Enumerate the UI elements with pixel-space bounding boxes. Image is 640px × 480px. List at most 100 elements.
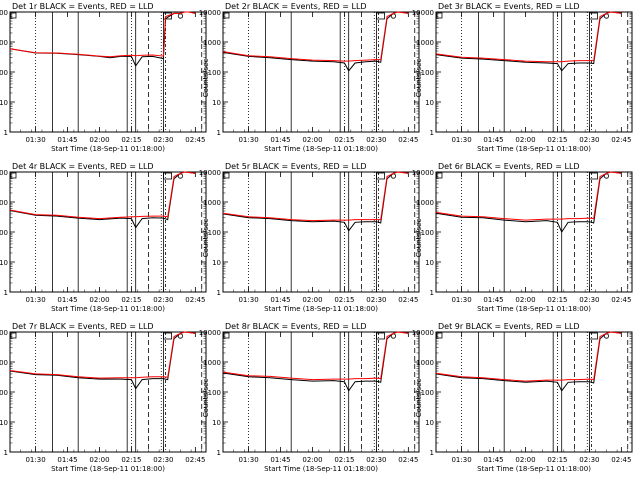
x-axis-label: Start Time (18-Sep-11 01:18:00) [477,465,591,473]
x-tick-label: 02:15 [121,296,141,304]
y-tick-label: 100 [208,69,221,77]
panel-det-7r: Det 7r BLACK = Events, RED = LLD 1 10 100 10… [0,322,207,473]
x-tick-label: 01:45 [270,456,290,464]
x-tick-label: 01:45 [483,136,503,144]
x-tick-label: 02:30 [153,136,173,144]
x-tick-label: 01:45 [57,136,77,144]
y-tick-label: 10000 [199,169,221,177]
top-marker-box [589,332,598,340]
y-tick-label: 10 [425,99,434,107]
y-tick-label: 10 [0,99,8,107]
x-tick-label: 02:30 [579,136,599,144]
panel-title: Det 8r BLACK = Events, RED = LLD [225,322,367,331]
x-axis-label: Start Time (18-Sep-11 01:18:00) [51,465,165,473]
y-tick-label: 10 [425,259,434,267]
top-marker-box [163,172,172,180]
x-tick-label: 02:00 [515,136,535,144]
plot-frame [9,11,207,133]
y-tick-label: 1000 [0,39,8,47]
x-tick-label: 02:45 [185,136,205,144]
corner-marker [10,172,17,179]
series-lld-line [222,331,409,381]
x-tick-label: 01:45 [270,136,290,144]
series-events-line [9,11,196,67]
panel-det-2r: Det 2r BLACK = Events, RED = LLD 1 10 100 10… [199,2,420,153]
top-marker-box [376,332,385,340]
panel-title: Det 2r BLACK = Events, RED = LLD [225,2,367,11]
x-tick-label: 01:30 [25,456,45,464]
x-tick-label: 02:30 [579,296,599,304]
series-events-line [222,171,409,232]
corner-marker [436,12,443,19]
x-tick-label: 02:00 [515,456,535,464]
y-tick-label: 10000 [0,9,8,17]
x-tick-label: 02:15 [547,456,567,464]
x-tick-label: 02:30 [579,456,599,464]
series-events-line [9,331,196,390]
panel-det-6r: Det 6r BLACK = Events, RED = LLD 1 10 100 10… [412,162,633,313]
x-tick-label: 02:15 [121,456,141,464]
y-tick-label: 10000 [412,329,434,337]
x-tick-label: 02:30 [366,136,386,144]
x-tick-label: 02:45 [398,296,418,304]
x-tick-label: 01:45 [57,456,77,464]
x-tick-label: 02:15 [547,136,567,144]
x-tick-label: 02:15 [334,296,354,304]
corner-marker [10,12,17,19]
top-marker-box [163,332,172,340]
plot-frame [9,171,207,293]
x-tick-label: 02:15 [121,136,141,144]
corner-marker [223,12,230,19]
plot-frame [435,11,633,133]
y-tick-label: 1000 [203,39,221,47]
series-events-line [9,171,196,229]
y-axis-label: Counts/sec [202,219,210,258]
x-tick-label: 02:45 [398,456,418,464]
x-tick-label: 02:15 [334,456,354,464]
x-tick-label: 02:45 [185,456,205,464]
y-tick-label: 10 [0,419,8,427]
y-tick-label: 1 [217,449,221,457]
x-tick-label: 02:45 [611,136,631,144]
panel-title: Det 4r BLACK = Events, RED = LLD [12,162,154,171]
y-axis-label: Counts/sec [415,219,423,258]
corner-marker [10,332,17,339]
panel-title: Det 6r BLACK = Events, RED = LLD [438,162,580,171]
y-tick-label: 10000 [412,169,434,177]
y-tick-label: 10 [0,259,8,267]
series-lld-line [435,331,622,382]
y-axis-label: Counts/sec [415,59,423,98]
panel-det-8r: Det 8r BLACK = Events, RED = LLD 1 10 100 10… [199,322,420,473]
y-tick-label: 10000 [412,9,434,17]
x-tick-label: 02:00 [302,136,322,144]
y-tick-label: 1000 [203,199,221,207]
panel-title: Det 5r BLACK = Events, RED = LLD [225,162,367,171]
y-tick-label: 1 [217,129,221,137]
top-marker-box [589,12,598,20]
x-tick-label: 01:45 [57,296,77,304]
x-tick-label: 02:00 [89,136,109,144]
series-events-line [222,11,409,72]
y-tick-label: 1 [4,289,8,297]
panel-det-5r: Det 5r BLACK = Events, RED = LLD 1 10 100 10… [199,162,420,313]
y-tick-label: 1000 [416,359,434,367]
x-tick-label: 01:30 [451,136,471,144]
x-tick-label: 02:45 [611,296,631,304]
panel-det-9r: Det 9r BLACK = Events, RED = LLD 1 10 100 10… [412,322,633,473]
x-axis-label: Start Time (18-Sep-11 01:18:00) [264,145,378,153]
x-tick-label: 01:30 [451,296,471,304]
y-tick-label: 100 [208,229,221,237]
top-marker-box [163,12,172,20]
series-events-line [435,11,622,72]
y-tick-label: 100 [421,229,434,237]
x-tick-label: 02:15 [334,136,354,144]
y-tick-label: 100 [0,229,8,237]
plot-frame [222,11,420,133]
y-axis-label: Counts/sec [202,379,210,418]
series-events-line [435,171,622,234]
corner-marker [223,332,230,339]
panel-title: Det 9r BLACK = Events, RED = LLD [438,322,580,331]
y-axis-label: Counts/sec [415,379,423,418]
y-tick-label: 1000 [0,359,8,367]
